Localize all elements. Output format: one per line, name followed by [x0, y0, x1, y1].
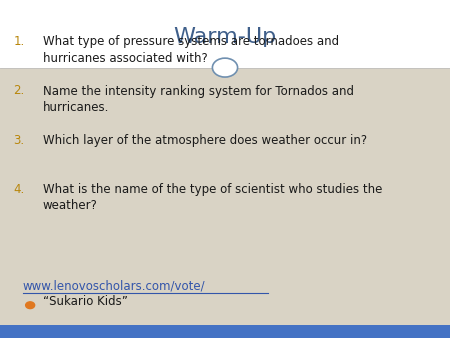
Text: What type of pressure systems are tornadoes and
hurricanes associated with?: What type of pressure systems are tornad…	[43, 35, 339, 65]
Text: What is the name of the type of scientist who studies the
weather?: What is the name of the type of scientis…	[43, 183, 382, 212]
Text: 2.: 2.	[14, 84, 25, 97]
Text: Warm-Up: Warm-Up	[173, 27, 277, 47]
Text: 4.: 4.	[14, 183, 25, 195]
Text: “Sukario Kids”: “Sukario Kids”	[43, 295, 128, 308]
Text: 3.: 3.	[14, 134, 25, 146]
Text: www.lenovoscholars.com/vote/: www.lenovoscholars.com/vote/	[22, 280, 205, 292]
FancyBboxPatch shape	[0, 68, 450, 325]
Text: Which layer of the atmosphere does weather occur in?: Which layer of the atmosphere does weath…	[43, 134, 367, 146]
Text: 1.: 1.	[14, 35, 25, 48]
FancyBboxPatch shape	[0, 0, 450, 68]
Circle shape	[26, 302, 35, 309]
Circle shape	[212, 58, 238, 77]
FancyBboxPatch shape	[0, 325, 450, 338]
Text: Name the intensity ranking system for Tornados and
hurricanes.: Name the intensity ranking system for To…	[43, 84, 354, 114]
